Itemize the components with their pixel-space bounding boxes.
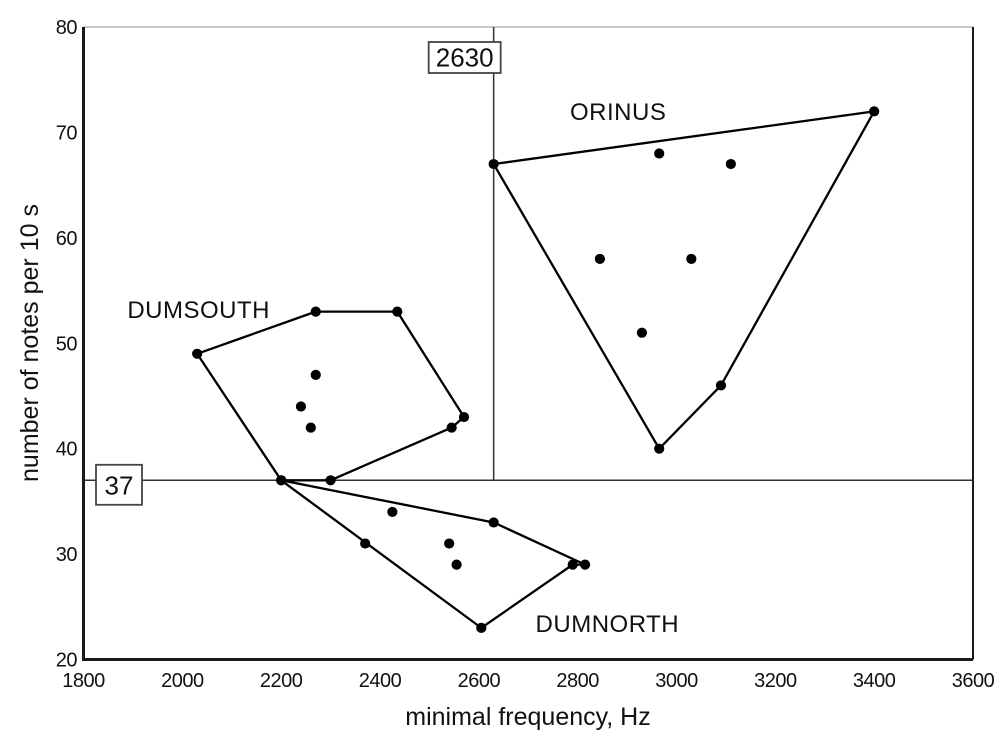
- x-tick-label-3600: 3600: [952, 670, 995, 692]
- point-dumsouth-0: [192, 348, 203, 359]
- y-tick-label-80: 80: [56, 17, 78, 39]
- y-tick-label-40: 40: [56, 439, 78, 461]
- point-dumnorth-2: [488, 517, 499, 528]
- point-dumsouth-5: [325, 475, 336, 486]
- point-dumsouth-4: [446, 422, 457, 433]
- point-orinus-2: [725, 158, 736, 170]
- point-dumsouth-2: [392, 306, 403, 317]
- point-orinus-6: [636, 327, 648, 338]
- point-orinus-7: [715, 380, 727, 391]
- point-dumnorth-8: [476, 622, 487, 633]
- y-tick-label-20: 20: [56, 650, 78, 672]
- point-dumnorth-5: [451, 559, 462, 570]
- point-dumnorth-7: [579, 559, 591, 570]
- point-orinus-3: [869, 106, 880, 117]
- reference-label-box-y: [95, 463, 143, 506]
- x-tick-label-1800: 1800: [62, 670, 105, 692]
- point-dumsouth-3: [458, 411, 470, 423]
- point-dumnorth-0: [276, 475, 287, 486]
- point-dumsouth-8: [295, 401, 307, 412]
- y-tick-label-30: 30: [56, 544, 78, 566]
- point-dumnorth-6: [567, 559, 578, 570]
- hull-dumsouth: [196, 310, 466, 482]
- x-tick-label-2600: 2600: [458, 670, 501, 692]
- x-tick-label-3400: 3400: [853, 670, 896, 692]
- x-tick-label-3000: 3000: [655, 670, 698, 692]
- point-dumnorth-4: [444, 538, 455, 549]
- y-tick-label-60: 60: [56, 228, 78, 250]
- point-dumnorth-3: [360, 538, 371, 549]
- point-orinus-0: [488, 158, 499, 170]
- x-tick-label-2800: 2800: [556, 670, 599, 692]
- hull-dumnorth: [280, 479, 587, 630]
- y-axis-title: number of notes per 10 s: [16, 204, 44, 482]
- point-orinus-1: [654, 148, 665, 159]
- y-tick-label-50: 50: [56, 333, 78, 355]
- point-orinus-5: [686, 253, 697, 265]
- point-dumsouth-1: [310, 306, 321, 317]
- reference-label-y: 37: [105, 470, 134, 500]
- cluster-label-dumsouth: DUMSOUTH: [127, 297, 270, 324]
- cluster-label-orinus: ORINUS: [570, 99, 666, 126]
- reference-label-box-x: [427, 41, 502, 74]
- hull-orinus: [492, 110, 876, 450]
- point-dumsouth-7: [310, 369, 321, 380]
- x-tick-label-2200: 2200: [260, 670, 303, 692]
- x-axis-title: minimal frequency, Hz: [405, 703, 651, 731]
- y-tick-label-70: 70: [56, 122, 78, 144]
- x-tick-label-2400: 2400: [359, 670, 402, 692]
- x-tick-label-3200: 3200: [754, 670, 797, 692]
- reference-label-x: 2630: [436, 43, 494, 73]
- point-orinus-4: [594, 253, 606, 265]
- point-dumnorth-1: [387, 506, 398, 518]
- point-orinus-8: [654, 443, 665, 454]
- x-tick-label-2000: 2000: [161, 670, 204, 692]
- point-dumsouth-9: [305, 422, 316, 433]
- cluster-label-dumnorth: DUMNORTH: [536, 611, 680, 638]
